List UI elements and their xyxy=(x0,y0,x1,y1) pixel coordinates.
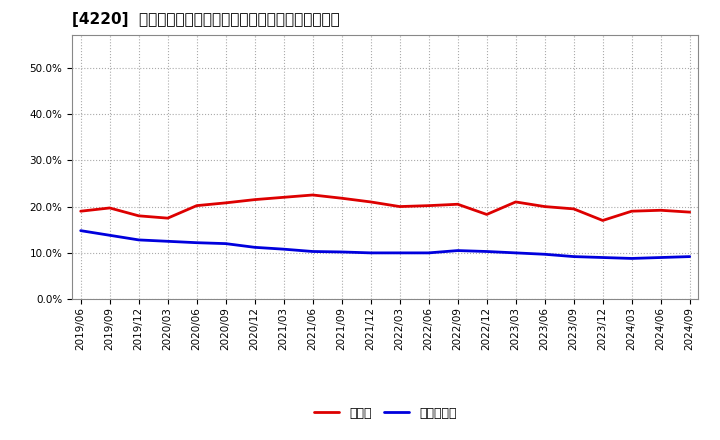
有利子負債 xyxy=(627,256,636,261)
有利子負債 xyxy=(598,255,607,260)
現預金 xyxy=(192,203,201,208)
Text: [4220]  現預金、有利子負債の総資産に対する比率の推移: [4220] 現預金、有利子負債の総資産に対する比率の推移 xyxy=(72,12,340,27)
現預金 xyxy=(135,213,143,219)
有利子負債 xyxy=(76,228,85,233)
有利子負債 xyxy=(279,246,288,252)
現預金 xyxy=(395,204,404,209)
現預金 xyxy=(251,197,259,202)
有利子負債 xyxy=(482,249,491,254)
現預金 xyxy=(627,209,636,214)
現預金 xyxy=(511,199,520,205)
現預金 xyxy=(105,205,114,211)
有利子負債 xyxy=(657,255,665,260)
現預金 xyxy=(657,208,665,213)
有利子負債 xyxy=(338,249,346,255)
現預金 xyxy=(221,200,230,205)
有利子負債 xyxy=(511,250,520,256)
現預金 xyxy=(685,209,694,215)
有利子負債 xyxy=(135,237,143,242)
Legend: 現預金, 有利子負債: 現預金, 有利子負債 xyxy=(314,407,456,420)
有利子負債 xyxy=(308,249,317,254)
有利子負債 xyxy=(366,250,375,256)
有利子負債 xyxy=(221,241,230,246)
現預金 xyxy=(454,202,462,207)
現預金 xyxy=(541,204,549,209)
現預金 xyxy=(366,199,375,205)
有利子負債 xyxy=(454,248,462,253)
現預金 xyxy=(279,194,288,200)
有利子負債 xyxy=(685,254,694,259)
有利子負債 xyxy=(395,250,404,256)
現預金 xyxy=(598,218,607,223)
有利子負債 xyxy=(541,252,549,257)
有利子負債 xyxy=(105,233,114,238)
現預金 xyxy=(570,206,578,212)
有利子負債 xyxy=(424,250,433,256)
現預金 xyxy=(76,209,85,214)
現預金 xyxy=(163,216,172,221)
有利子負債 xyxy=(192,240,201,246)
現預金 xyxy=(338,196,346,201)
現預金 xyxy=(482,212,491,217)
有利子負債 xyxy=(163,238,172,244)
有利子負債 xyxy=(251,245,259,250)
Line: 現預金: 現預金 xyxy=(81,195,690,220)
現預金 xyxy=(424,203,433,208)
Line: 有利子負債: 有利子負債 xyxy=(81,231,690,258)
現預金 xyxy=(308,192,317,198)
有利子負債 xyxy=(570,254,578,259)
